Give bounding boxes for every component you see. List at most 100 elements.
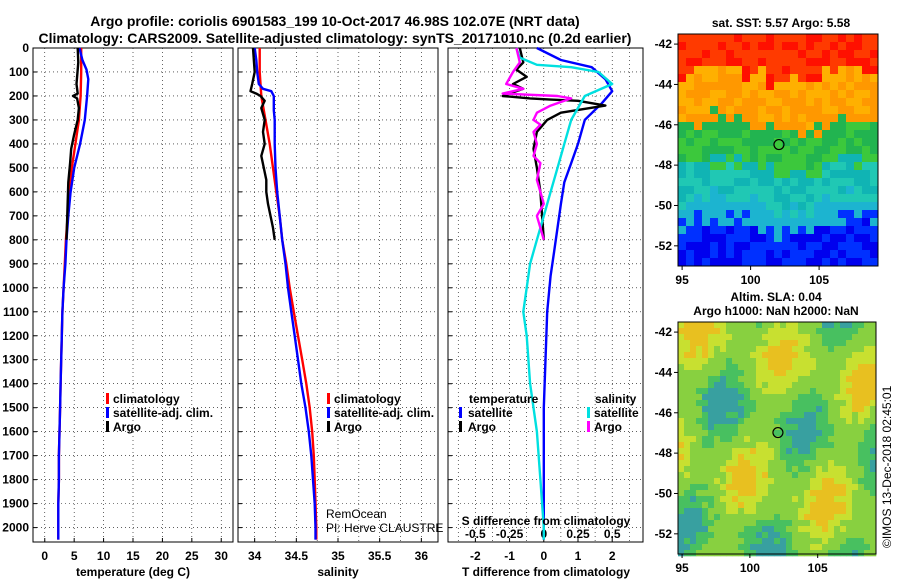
heatmap-cell: [786, 412, 793, 419]
heatmap-cell: [814, 42, 823, 51]
heatmap-cell: [780, 544, 787, 551]
heatmap-cell: [694, 130, 703, 139]
sst-map-frame: [677, 33, 879, 267]
heatmap-cell: [864, 412, 871, 419]
heatmap-cell: [684, 370, 691, 377]
heatmap-cell: [774, 322, 781, 329]
heatmap-cell: [742, 34, 751, 43]
heatmap-cell: [768, 454, 775, 461]
heatmap-cell: [838, 130, 847, 139]
heatmap-cell: [810, 328, 817, 335]
heatmap-cell: [780, 370, 787, 377]
heatmap-cell: [774, 430, 781, 437]
x-tick-label: 36: [415, 549, 429, 563]
heatmap-cell: [710, 106, 719, 115]
heatmap-cell: [822, 34, 831, 43]
heatmap-cell: [828, 388, 835, 395]
heatmap-cell: [810, 544, 817, 551]
heatmap-cell: [786, 430, 793, 437]
heatmap-cell: [774, 418, 781, 425]
heatmap-cell: [840, 550, 847, 557]
heatmap-cell: [702, 538, 709, 545]
heatmap-cell: [816, 388, 823, 395]
heatmap-cell: [742, 250, 751, 259]
heatmap-cell: [702, 364, 709, 371]
heatmap-cell: [840, 382, 847, 389]
heatmap-cell: [814, 234, 823, 243]
heatmap-cell: [828, 490, 835, 497]
heatmap-cell: [758, 122, 767, 131]
heatmap-cell: [814, 74, 823, 83]
heatmap-cell: [720, 490, 727, 497]
heatmap-cell: [768, 352, 775, 359]
heatmap-cell: [702, 210, 711, 219]
heatmap-cell: [830, 234, 839, 243]
heatmap-cell: [750, 466, 757, 473]
heatmap-cell: [710, 154, 719, 163]
heatmap-cell: [806, 250, 815, 259]
heatmap-cell: [774, 202, 783, 211]
heatmap-cell: [852, 412, 859, 419]
heatmap-cell: [678, 472, 685, 479]
heatmap-cell: [702, 460, 709, 467]
heatmap-cell: [816, 502, 823, 509]
heatmap-cell: [732, 442, 739, 449]
heatmap-cell: [726, 544, 733, 551]
heatmap-cell: [710, 42, 719, 51]
heatmap-cell: [690, 442, 697, 449]
series-line-climatology: [258, 48, 318, 540]
heatmap-cell: [708, 538, 715, 545]
heatmap-cell: [710, 114, 719, 123]
heatmap-cell: [810, 394, 817, 401]
heatmap-cell: [742, 162, 751, 171]
heatmap-cell: [774, 250, 783, 259]
heatmap-cell: [816, 436, 823, 443]
heatmap-cell: [810, 430, 817, 437]
heatmap-cell: [858, 532, 865, 539]
heatmap-cell: [852, 394, 859, 401]
heatmap-cell: [790, 218, 799, 227]
heatmap-cell: [816, 490, 823, 497]
heatmap-cell: [726, 170, 735, 179]
heatmap-cell: [726, 234, 735, 243]
heatmap-cell: [790, 178, 799, 187]
heatmap-cell: [762, 430, 769, 437]
heatmap-cell: [684, 538, 691, 545]
heatmap-cell: [822, 424, 829, 431]
heatmap-cell: [686, 250, 695, 259]
heatmap-cell: [846, 74, 855, 83]
map-y-tick-label: -46: [655, 118, 673, 132]
heatmap-cell: [766, 210, 775, 219]
heatmap-cell: [702, 130, 711, 139]
legend-swatch-t-satellite: [459, 407, 462, 418]
heatmap-cell: [732, 484, 739, 491]
heatmap-cell: [810, 388, 817, 395]
heatmap-cell: [686, 90, 695, 99]
heatmap-cell: [742, 42, 751, 51]
heatmap-cell: [810, 472, 817, 479]
heatmap-cell: [804, 430, 811, 437]
heatmap-cell: [846, 334, 853, 341]
heatmap-cell: [734, 42, 743, 51]
heatmap-cell: [834, 484, 841, 491]
heatmap-cell: [696, 370, 703, 377]
heatmap-cell: [758, 42, 767, 51]
heatmap-cell: [816, 340, 823, 347]
heatmap-cell: [792, 508, 799, 515]
heatmap-cell: [696, 472, 703, 479]
heatmap-cell: [862, 130, 871, 139]
heatmap-cell: [774, 388, 781, 395]
heatmap-cell: [710, 162, 719, 171]
heatmap-cell: [710, 74, 719, 83]
heatmap-cell: [864, 454, 871, 461]
heatmap-cell: [726, 146, 735, 155]
heatmap-cell: [708, 424, 715, 431]
heatmap-cell: [798, 154, 807, 163]
heatmap-cell: [846, 448, 853, 455]
heatmap-cell: [790, 114, 799, 123]
heatmap-cell: [838, 258, 847, 267]
heatmap-cell: [756, 550, 763, 557]
sst-map-title: sat. SST: 5.57 Argo: 5.58: [712, 16, 851, 30]
heatmap-cell: [708, 334, 715, 341]
heatmap-cell: [838, 42, 847, 51]
